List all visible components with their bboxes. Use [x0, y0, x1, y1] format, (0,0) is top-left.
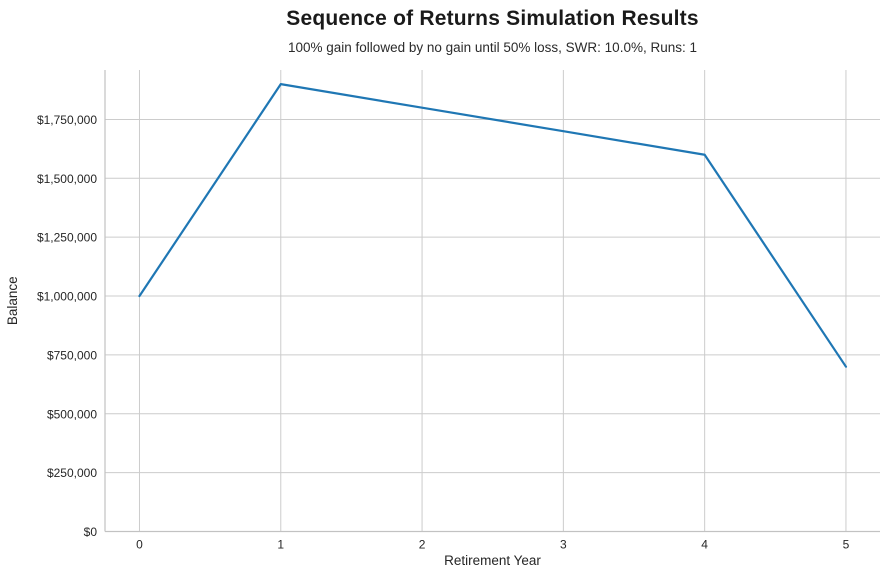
x-tick-label: 0: [136, 538, 143, 552]
y-tick-label: $750,000: [47, 348, 97, 362]
x-tick-label: 1: [277, 538, 284, 552]
chart-title: Sequence of Returns Simulation Results: [286, 7, 699, 30]
y-tick-label: $500,000: [47, 407, 97, 421]
y-tick-label: $0: [84, 525, 98, 539]
x-tick-label: 5: [843, 538, 850, 552]
y-axis-label: Balance: [5, 276, 20, 325]
x-axis-label: Retirement Year: [444, 553, 541, 568]
y-tick-label: $1,750,000: [37, 113, 97, 127]
y-tick-label: $1,000,000: [37, 290, 97, 304]
chart-subtitle: 100% gain followed by no gain until 50% …: [288, 40, 697, 55]
y-tick-label: $1,250,000: [37, 231, 97, 245]
y-tick-label: $250,000: [47, 466, 97, 480]
balance-line: [138, 83, 848, 368]
y-tick-label: $1,500,000: [37, 172, 97, 186]
x-tick-label: 4: [701, 538, 708, 552]
x-tick-label: 2: [419, 538, 426, 552]
x-tick-label: 3: [560, 538, 567, 552]
